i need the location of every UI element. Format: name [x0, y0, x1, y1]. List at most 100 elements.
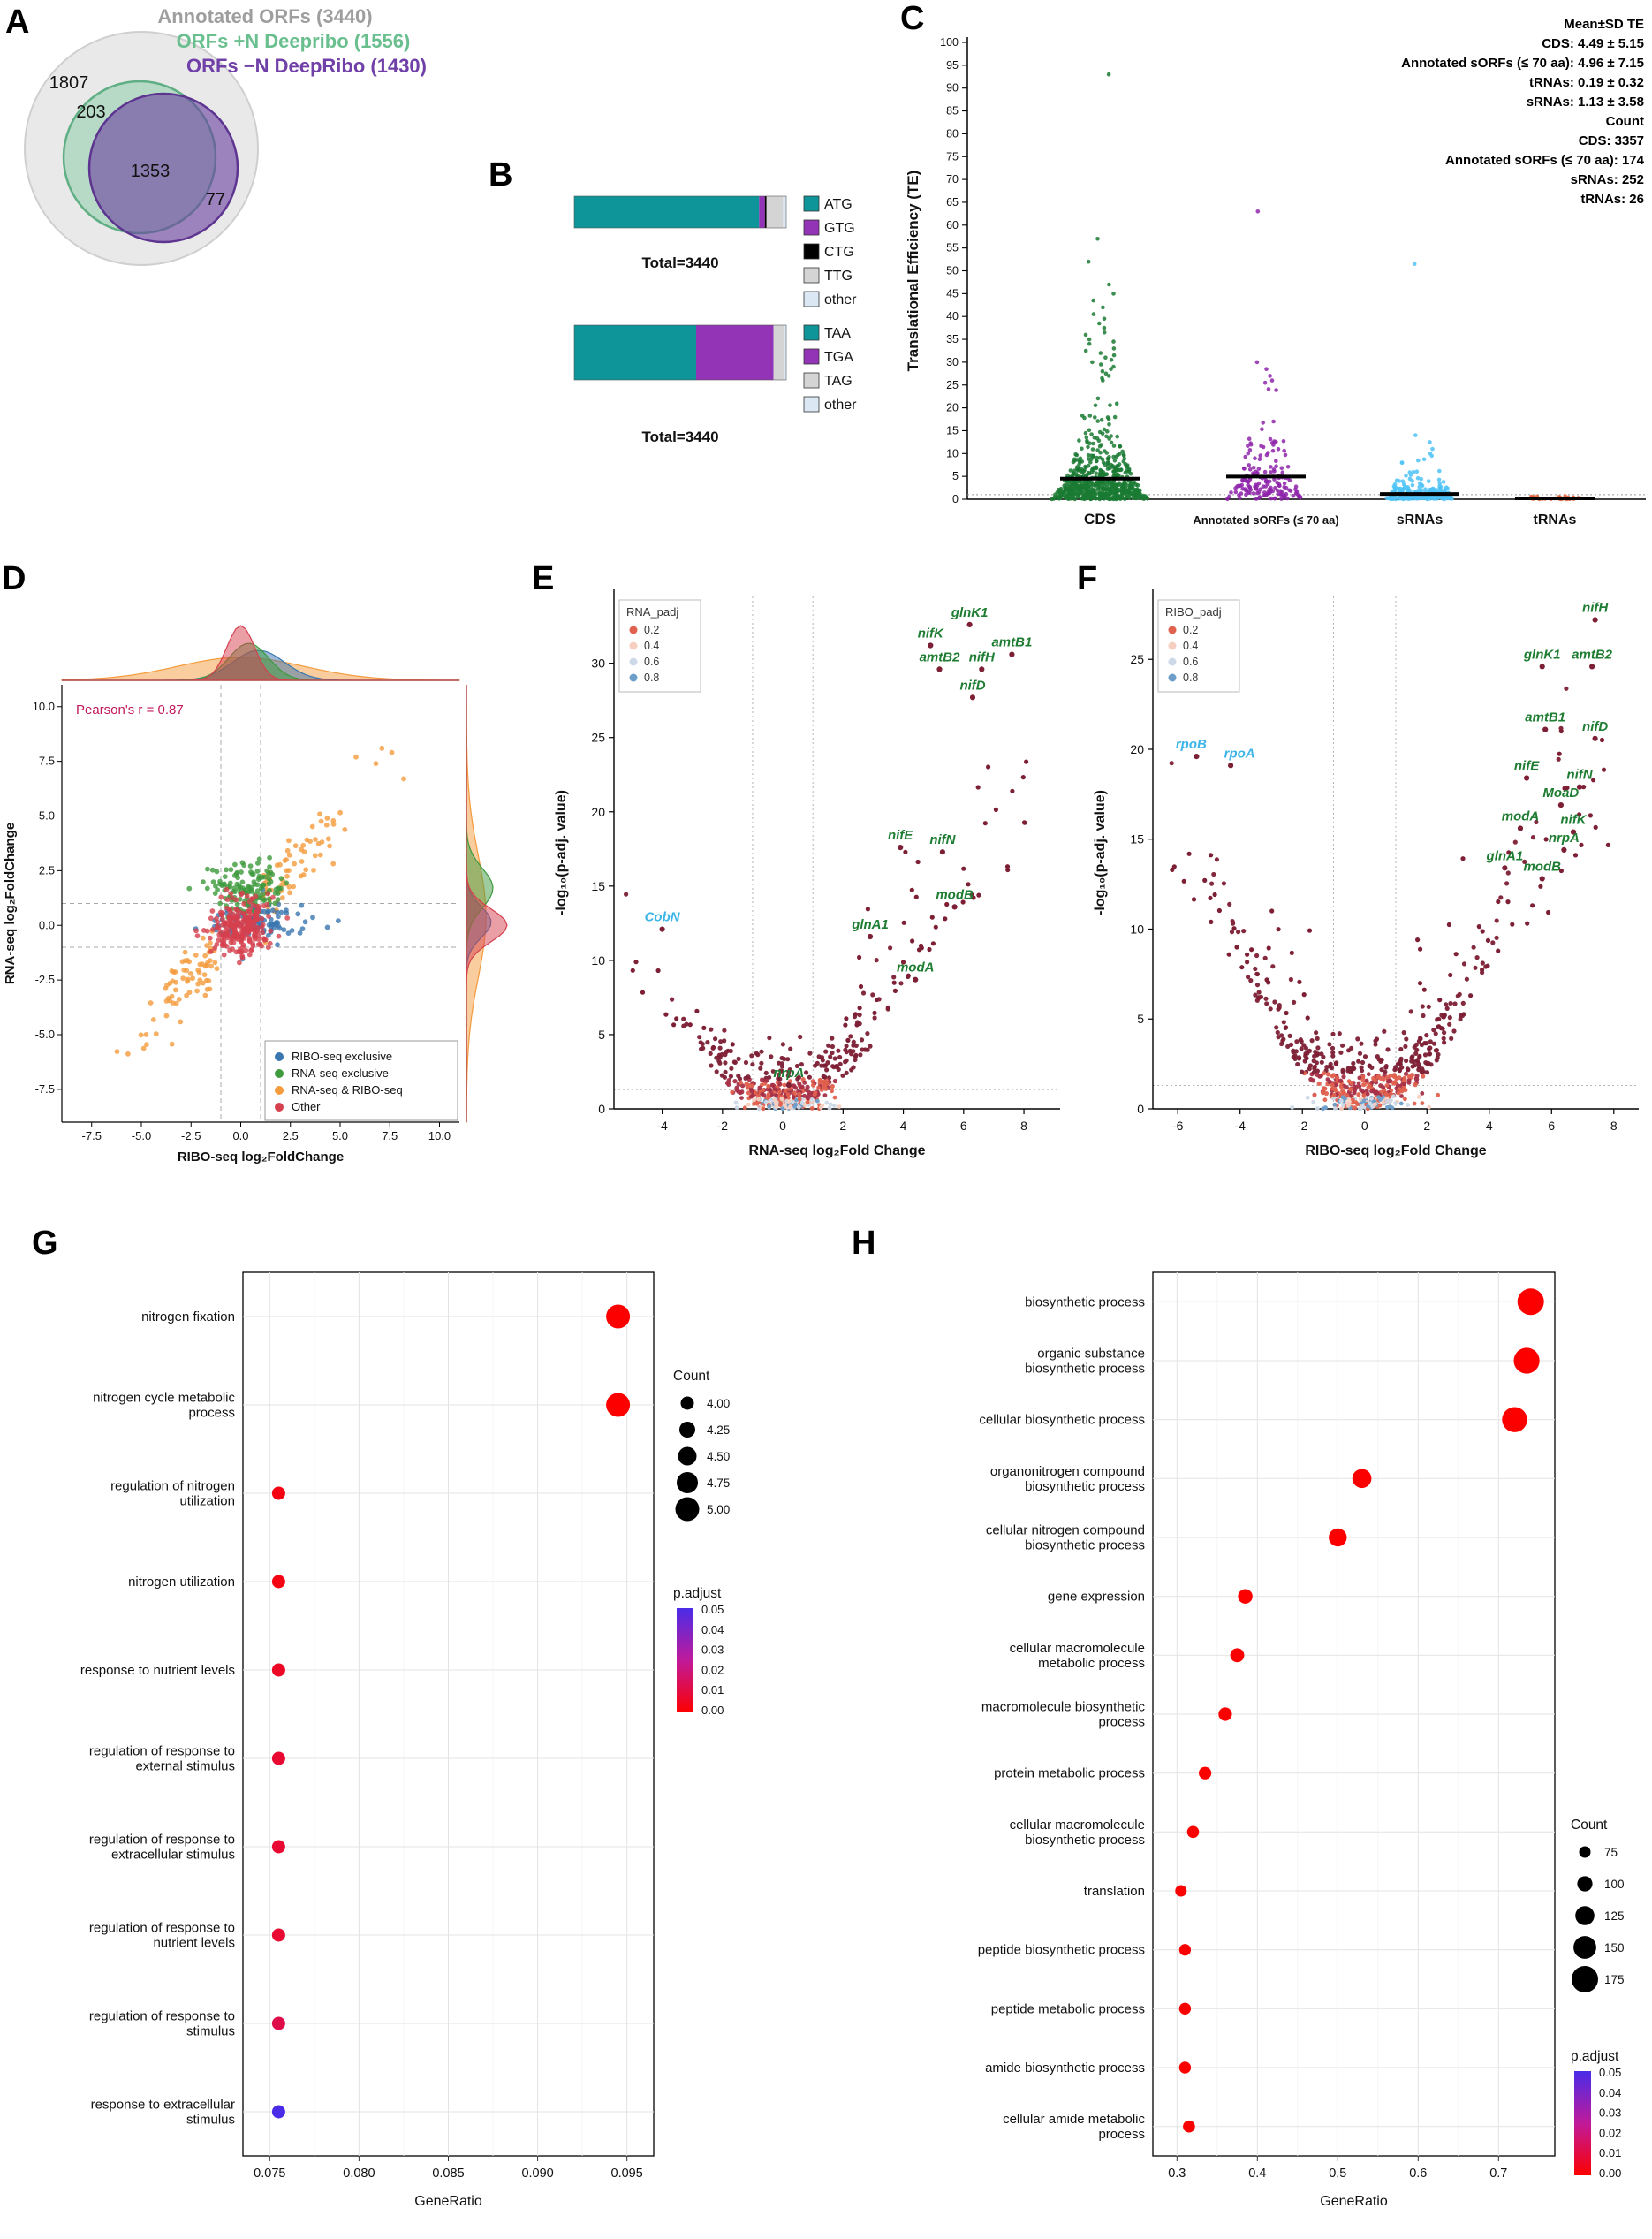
svg-text:stimulus: stimulus [186, 2113, 235, 2128]
svg-text:p.adjust: p.adjust [1571, 2049, 1619, 2064]
svg-text:Other: Other [292, 1100, 321, 1113]
svg-text:10.0: 10.0 [428, 1129, 451, 1142]
svg-text:RIBO-seq log₂FoldChange: RIBO-seq log₂FoldChange [178, 1150, 344, 1165]
svg-text:0.080: 0.080 [343, 2167, 375, 2181]
svg-text:peptide biosynthetic process: peptide biosynthetic process [978, 1943, 1145, 1958]
svg-text:nrpA: nrpA [1549, 831, 1580, 846]
svg-text:Annotated sORFs (≤ 70 aa): Annotated sORFs (≤ 70 aa) [1193, 513, 1338, 527]
svg-text:tRNAs: tRNAs [1534, 512, 1577, 527]
svg-text:150: 150 [1604, 1941, 1625, 1954]
svg-text:RNA-seq log₂Fold Change: RNA-seq log₂Fold Change [749, 1143, 926, 1158]
svg-text:85: 85 [946, 105, 959, 118]
svg-text:cellular amide metabolic: cellular amide metabolic [1003, 2112, 1145, 2127]
svg-text:75: 75 [1604, 1846, 1618, 1859]
svg-text:MoaD: MoaD [1542, 786, 1579, 801]
svg-text:biosynthetic process: biosynthetic process [1025, 1479, 1145, 1494]
dotplot-content-svgG: 0.075 0.080 0.085 0.090 0.095 nitrogen fixati… [80, 1271, 730, 2209]
svg-text:0.00: 0.00 [701, 1704, 724, 1717]
svg-text:20: 20 [946, 402, 959, 414]
svg-text:cellular macromolecule: cellular macromolecule [1010, 1641, 1145, 1656]
svg-text:0.095: 0.095 [611, 2167, 643, 2181]
svg-text:modA: modA [1502, 809, 1540, 824]
svg-text:-2: -2 [1297, 1119, 1308, 1133]
svg-text:5: 5 [1137, 1012, 1144, 1026]
svg-text:regulation of response to: regulation of response to [89, 1744, 235, 1759]
svg-text:15: 15 [1130, 832, 1144, 846]
svg-text:tRNAs: 26: tRNAs: 26 [1580, 192, 1644, 207]
panel-d-correlation: D -7.5 -7.5 -5.0 -5.0 -2.5 -2.5 0.0 0.0 2.5 2.5 5.… [0, 557, 530, 1180]
svg-text:metabolic process: metabolic process [1038, 1656, 1145, 1671]
svg-text:0.04: 0.04 [701, 1623, 724, 1636]
svg-text:TTG: TTG [824, 269, 853, 284]
svg-text:amtB2: amtB2 [920, 649, 961, 664]
svg-text:25: 25 [1130, 652, 1144, 666]
rna-seq-volcano-plot: -4 -2 0 2 4 6 8 0 5 10 15 20 25 30 RNA-seq log₂Fold Ch… [554, 589, 1060, 1158]
svg-text:nifD: nifD [1582, 719, 1608, 734]
svg-text:Annotated sORFs (≤ 70 aa): 4.9: Annotated sORFs (≤ 70 aa): 4.96 ± 7.15 [1401, 56, 1644, 71]
svg-text:organic substance: organic substance [1037, 1347, 1145, 1362]
svg-text:process: process [1098, 1715, 1145, 1730]
svg-text:organonitrogen compound: organonitrogen compound [990, 1464, 1145, 1479]
svg-text:0.01: 0.01 [1599, 2146, 1621, 2159]
svg-text:nifN: nifN [1566, 768, 1593, 783]
svg-text:0.03: 0.03 [701, 1643, 724, 1657]
svg-text:1353: 1353 [131, 162, 171, 181]
svg-text:glnK1: glnK1 [1523, 647, 1561, 662]
svg-text:10: 10 [946, 447, 959, 459]
svg-text:10.0: 10.0 [33, 700, 55, 713]
svg-text:55: 55 [946, 242, 959, 254]
svg-text:2.5: 2.5 [39, 863, 55, 877]
svg-text:regulation of response to: regulation of response to [89, 2009, 235, 2024]
svg-text:modB: modB [936, 887, 974, 902]
points-2 [1384, 262, 1454, 502]
ribo-seq-volcano-plot: -6 -4 -2 0 2 4 6 8 0 5 10 15 20 25 RIBO-seq log₂Fold C… [1093, 589, 1639, 1158]
svg-text:7.5: 7.5 [39, 755, 55, 768]
svg-text:external stimulus: external stimulus [135, 1759, 235, 1774]
svg-text:nitrogen fixation: nitrogen fixation [141, 1309, 235, 1324]
svg-text:cellular macromolecule: cellular macromolecule [1010, 1818, 1145, 1833]
te-content: 0 5 10 15 20 25 30 35 40 45 50 55 60 65 70 75 80 85 90 95 10… [905, 17, 1646, 527]
svg-text:35: 35 [946, 333, 959, 345]
svg-text:cellular biosynthetic process: cellular biosynthetic process [979, 1413, 1145, 1428]
svg-text:regulation of response to: regulation of response to [89, 1833, 235, 1848]
volcano-content-svgE: -4 -2 0 2 4 6 8 0 5 10 15 20 25 30 RNA-seq log₂Fold Ch… [554, 589, 1060, 1158]
svg-text:TGA: TGA [824, 350, 853, 365]
svg-text:70: 70 [946, 173, 959, 186]
svg-text:0.075: 0.075 [254, 2167, 285, 2181]
svg-text:60: 60 [946, 219, 959, 231]
svg-text:tRNAs: 0.19 ± 0.32: tRNAs: 0.19 ± 0.32 [1529, 75, 1644, 90]
points-1 [1225, 209, 1303, 502]
svg-text:95: 95 [946, 59, 959, 72]
svg-text:biosynthetic process: biosynthetic process [1025, 1538, 1145, 1553]
svg-text:5: 5 [598, 1028, 605, 1042]
svg-text:RNA-seq & RIBO-seq: RNA-seq & RIBO-seq [292, 1083, 403, 1097]
svg-text:0.6: 0.6 [644, 656, 659, 668]
svg-text:0.05: 0.05 [1599, 2066, 1621, 2079]
svg-text:-2: -2 [717, 1119, 729, 1133]
svg-text:5.0: 5.0 [332, 1129, 348, 1142]
svg-text:75: 75 [946, 150, 959, 163]
svg-text:0.8: 0.8 [1183, 672, 1198, 684]
svg-text:response to nutrient levels: response to nutrient levels [80, 1663, 235, 1678]
svg-text:10: 10 [1130, 922, 1144, 936]
svg-text:other: other [824, 292, 857, 307]
svg-text:nifH: nifH [1582, 600, 1609, 615]
panel-b-codon-bars: B ATG GTG CTG TTG other Total=3440 TAA TGA TAG ot… [481, 155, 897, 561]
svg-text:cellular nitrogen compound: cellular nitrogen compound [986, 1523, 1145, 1538]
svg-text:0.05: 0.05 [701, 1603, 724, 1616]
svg-text:0.04: 0.04 [1599, 2086, 1621, 2099]
svg-text:Annotated ORFs (3440): Annotated ORFs (3440) [157, 5, 372, 27]
svg-text:rpoB: rpoB [1176, 737, 1207, 752]
svg-text:GeneRatio: GeneRatio [414, 2194, 482, 2209]
svg-text:0: 0 [1137, 1102, 1144, 1116]
svg-text:4.00: 4.00 [707, 1397, 730, 1410]
svg-text:Count: Count [1606, 114, 1644, 129]
panel-letter-c: C [900, 0, 925, 37]
svg-text:0.6: 0.6 [1409, 2167, 1427, 2181]
svg-text:RIBO-seq exclusive: RIBO-seq exclusive [292, 1050, 392, 1063]
svg-text:sRNAs: 252: sRNAs: 252 [1571, 172, 1644, 187]
svg-text:-4: -4 [656, 1119, 668, 1133]
